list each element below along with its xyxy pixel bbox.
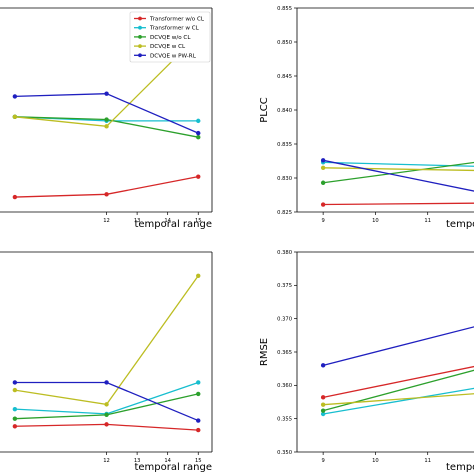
x-tick-label: 14 (164, 218, 171, 224)
data-point-transformer-w-o-cl (320, 202, 326, 207)
y-tick-label: 0.360 (277, 383, 292, 389)
data-point-transformer-w-o-cl (196, 174, 201, 179)
plot-area (320, 158, 474, 207)
y-tick-label: 0.830 (277, 176, 292, 182)
data-point-dcvqe-w-cl (104, 124, 109, 129)
plot-area (12, 273, 201, 433)
series-line-dcvqe-w-o-cl (322, 369, 474, 412)
x-tick-label: 12 (103, 458, 110, 464)
panel-top-right: 9 10 11 0.825 0.830 0.835 0.840 0.845 0.850 0.855… (259, 6, 474, 230)
legend-label: Transformer w/o CL (149, 17, 205, 23)
series-line-dcvqe-w-pw-rl (322, 326, 474, 366)
data-point-dcvqe-w-cl (12, 114, 18, 120)
x-tick-label: 13 (134, 458, 141, 464)
data-point-dcvqe-w-pw-rl (196, 418, 201, 423)
y-axis-title: RMSE (259, 338, 270, 366)
legend-box (129, 11, 211, 63)
data-point-dcvqe-w-o-cl (12, 416, 18, 421)
y-tick-label: 0.380 (277, 250, 292, 256)
y-tick-label: 0.365 (277, 350, 292, 356)
series-line-dcvqe-w-cl (14, 275, 199, 406)
data-point-transformer-w-cl (196, 380, 201, 385)
data-point-dcvqe-w-pw-rl (12, 380, 18, 385)
x-axis-title: temporal range (134, 462, 212, 473)
data-point-transformer-w-cl (320, 411, 326, 417)
y-tick-label: 0.825 (277, 210, 292, 216)
x-tick-label: 15 (195, 218, 202, 224)
y-tick-label: 0.845 (277, 74, 292, 80)
legend-label: DCVQE w/o CL (150, 35, 191, 41)
series-line-transformer-w-o-cl (323, 365, 474, 398)
data-point-transformer-w-cl (196, 118, 201, 124)
series-line-dcvqe-w-cl (323, 393, 474, 406)
x-tick-label: 9 (321, 218, 324, 224)
data-point-dcvqe-w-o-cl (320, 180, 326, 185)
data-point-dcvqe-w-cl (320, 402, 326, 407)
plot-area (12, 33, 201, 200)
y-tick-label: 0.835 (277, 142, 292, 148)
data-point-dcvqe-w-cl (196, 273, 201, 279)
legend-label: DCVQE w PW-RL (150, 53, 197, 59)
data-point-dcvqe-w-pw-rl (320, 158, 326, 163)
plot-area (320, 326, 474, 417)
data-point-dcvqe-w-cl (320, 165, 326, 170)
y-tick-label: 0.375 (277, 283, 292, 289)
x-tick-label: 10 (372, 218, 379, 224)
x-axis-title: tempo (446, 219, 474, 230)
data-point-dcvqe-w-o-cl (104, 117, 109, 122)
y-tick-label: 0.350 (277, 450, 292, 456)
data-point-dcvqe-w-o-cl (196, 135, 201, 140)
data-point-transformer-w-o-cl (104, 192, 109, 197)
data-point-transformer-w-o-cl (104, 422, 109, 427)
legend-marker (138, 35, 142, 39)
legend-label: Transformer w CL (149, 26, 200, 32)
data-point-dcvqe-w-o-cl (320, 408, 326, 413)
series-line-dcvqe-w-pw-rl (323, 159, 474, 192)
y-tick-label: 0.370 (277, 316, 292, 322)
data-point-dcvqe-w-cl (12, 387, 18, 393)
data-point-dcvqe-w-o-cl (196, 391, 201, 397)
x-tick-label: 15 (195, 458, 202, 464)
y-tick-label: 0.855 (277, 6, 292, 12)
x-axis-title: tempo (446, 462, 474, 473)
x-tick-label: 10 (372, 458, 379, 464)
data-point-transformer-w-cl (12, 406, 18, 412)
data-point-dcvqe-w-pw-rl (196, 130, 201, 136)
legend: Transformer w/o CL Transformer w CL DCVQE … (129, 11, 211, 63)
series-line-dcvqe-w-o-cl (323, 161, 474, 184)
x-tick-label: 9 (321, 458, 324, 464)
y-tick-label: 0.355 (277, 416, 292, 422)
series-line-transformer-w-cl (323, 387, 474, 415)
x-tick-label: 13 (134, 218, 141, 224)
legend-marker (138, 53, 142, 58)
series-line-dcvqe-w-cl (323, 167, 474, 172)
y-tick-label: 0.840 (277, 108, 292, 114)
legend-marker (138, 16, 142, 21)
data-point-transformer-w-o-cl (12, 424, 18, 429)
legend-marker (138, 25, 142, 30)
data-point-transformer-w-o-cl (196, 427, 201, 433)
data-point-dcvqe-w-pw-rl (12, 94, 18, 99)
x-tick-label: 11 (424, 218, 431, 224)
data-point-transformer-w-o-cl (12, 194, 18, 200)
x-tick-label: 11 (424, 458, 431, 464)
y-axis-title: PLCC (259, 97, 270, 123)
data-point-dcvqe-w-o-cl (104, 412, 109, 418)
data-point-dcvqe-w-pw-rl (104, 91, 109, 96)
series-line-transformer-w-o-cl (323, 202, 474, 206)
data-point-dcvqe-w-cl (104, 402, 109, 407)
panel-bottom-right: 9 10 11 0.350 0.355 0.360 0.365 0.370 0.375 0.380… (259, 250, 474, 473)
legend-label: DCVQE w CL (150, 44, 186, 50)
data-point-dcvqe-w-pw-rl (104, 380, 109, 385)
x-axis-title: temporal range (134, 219, 212, 230)
x-tick-label: 12 (103, 218, 110, 224)
y-tick-label: 0.850 (277, 40, 292, 46)
data-point-dcvqe-w-pw-rl (320, 363, 326, 368)
x-tick-label: 14 (164, 458, 171, 464)
data-point-transformer-w-o-cl (320, 395, 326, 400)
legend-marker (138, 44, 142, 48)
